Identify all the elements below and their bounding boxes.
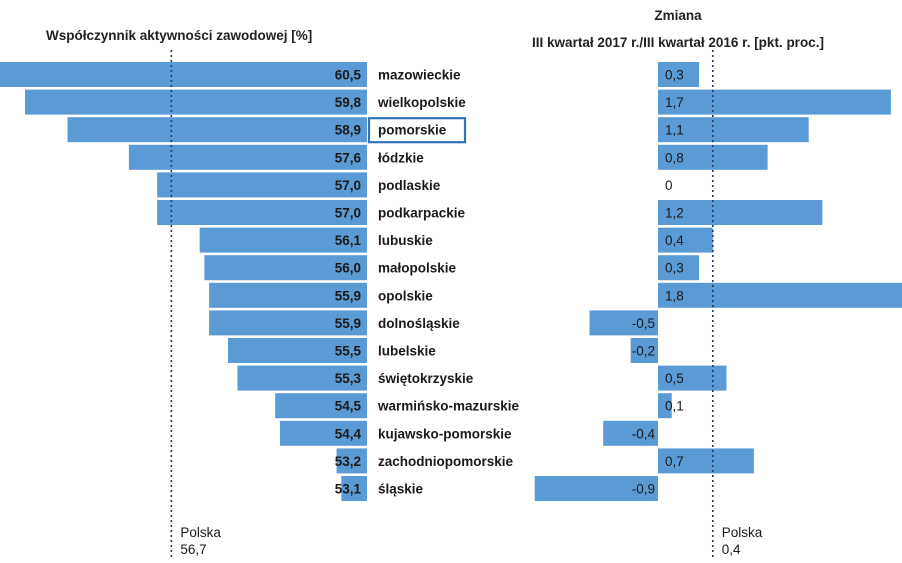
right-value-label-podkarpackie: 1,2 — [665, 206, 684, 221]
left-value-label-pomorskie: 58,9 — [335, 123, 361, 138]
right-bar-wielkopolskie — [658, 89, 891, 115]
right-value-label-mazowieckie: 0,3 — [665, 68, 684, 83]
right-value-label-malopolskie: 0,3 — [665, 261, 684, 276]
right-bar-zachodniopomorskie — [658, 448, 754, 474]
left-value-label-podlaskie: 57,0 — [335, 178, 361, 193]
right-bar-dolnoslaskie — [589, 310, 658, 336]
region-label-opolskie: opolskie — [378, 288, 433, 303]
right-value-label-kujawsko-pomorskie: -0,4 — [632, 426, 656, 441]
left-value-label-warminsko-mazurskie: 54,5 — [335, 399, 362, 414]
left-bar-swietokrzyskie — [237, 365, 367, 391]
left-bar-slaskie — [341, 476, 367, 501]
left-value-label-lubuskie: 56,1 — [335, 233, 362, 248]
right-bar-slaskie — [534, 476, 658, 501]
left-bar-zachodniopomorskie — [336, 448, 367, 474]
right-bar-lubelskie — [630, 338, 658, 363]
right-reference-label: Polska — [722, 525, 763, 540]
left-bar-podkarpackie — [157, 200, 367, 225]
left-value-label-wielkopolskie: 59,8 — [335, 95, 362, 110]
left-bar-pomorskie — [67, 117, 368, 143]
right-value-label-lubuskie: 0,4 — [665, 233, 684, 248]
left-value-label-opolskie: 55,9 — [335, 288, 361, 303]
left-value-label-podkarpackie: 57,0 — [335, 206, 361, 221]
right-chart-title-line-1: Zmiana — [654, 8, 702, 23]
left-bar-podlaskie — [157, 172, 367, 198]
right-bar-mazowieckie — [658, 62, 700, 87]
region-label-podlaskie: podlaskie — [378, 178, 441, 193]
right-value-label-slaskie: -0,9 — [632, 482, 655, 497]
left-value-label-lodzkie: 57,6 — [335, 150, 362, 165]
labels-group: 60,5 mazowieckie 0,3 59,8 wielkopolskie 1,7 58… — [335, 68, 685, 497]
right-value-label-warminsko-mazurskie: 0,1 — [665, 399, 684, 414]
left-value-label-malopolskie: 56,0 — [335, 261, 361, 276]
right-value-label-zachodniopomorskie: 0,7 — [665, 454, 684, 469]
left-bar-kujawsko-pomorskie — [279, 420, 367, 446]
right-bars-group — [534, 62, 902, 501]
right-bar-podkarpackie — [658, 200, 823, 225]
left-bar-lubelskie — [228, 338, 367, 363]
left-value-label-slaskie: 53,1 — [335, 482, 362, 497]
region-label-dolnoslaskie: dolnośląskie — [378, 316, 460, 331]
left-bar-lubuskie — [199, 227, 367, 253]
region-label-podkarpackie: podkarpackie — [378, 206, 466, 221]
right-bar-warminsko-mazurskie — [658, 393, 672, 419]
region-label-swietokrzyskie: świętokrzyskie — [378, 371, 474, 386]
left-chart-title: Współczynnik aktywności zawodowej [%] — [46, 28, 312, 43]
left-value-label-lubelskie: 55,5 — [335, 344, 362, 359]
left-bar-mazowieckie — [0, 62, 367, 87]
right-value-label-pomorskie: 1,1 — [665, 123, 684, 138]
left-value-label-swietokrzyskie: 55,3 — [335, 371, 362, 386]
right-value-label-podlaskie: 0 — [665, 178, 673, 193]
region-label-kujawsko-pomorskie: kujawsko-pomorskie — [378, 426, 512, 441]
reference-lines-group: Polska 56,7 Polska 0,4 — [170, 50, 763, 558]
left-value-label-zachodniopomorskie: 53,2 — [335, 454, 361, 469]
left-bar-opolskie — [209, 282, 367, 308]
region-label-malopolskie: małopolskie — [378, 261, 457, 276]
left-bar-dolnoslaskie — [209, 310, 367, 336]
right-value-label-swietokrzyskie: 0,5 — [665, 371, 684, 386]
right-reference-value: 0,4 — [722, 542, 741, 557]
region-label-slaskie: śląskie — [378, 482, 424, 497]
region-label-mazowieckie: mazowieckie — [378, 68, 461, 83]
region-label-lubuskie: lubuskie — [378, 233, 433, 248]
right-value-label-lubelskie: -0,2 — [632, 344, 655, 359]
right-bar-swietokrzyskie — [658, 365, 727, 391]
region-label-warminsko-mazurskie: warmińsko-mazurskie — [377, 399, 520, 414]
right-bar-malopolskie — [658, 255, 700, 281]
left-bars-group — [0, 62, 368, 501]
right-bar-lubuskie — [658, 227, 713, 253]
left-value-label-mazowieckie: 60,5 — [335, 68, 362, 83]
right-value-label-dolnoslaskie: -0,5 — [632, 316, 655, 331]
left-bar-lodzkie — [128, 144, 367, 170]
right-value-label-lodzkie: 0,8 — [665, 150, 684, 165]
left-reference-label: Polska — [180, 525, 221, 540]
right-chart-title-line-2: III kwartał 2017 r./III kwartał 2016 r. … — [532, 35, 824, 50]
left-value-label-dolnoslaskie: 55,9 — [335, 316, 361, 331]
region-label-zachodniopomorskie: zachodniopomorskie — [378, 454, 514, 469]
left-bar-malopolskie — [204, 255, 367, 281]
left-reference-value: 56,7 — [180, 542, 206, 557]
region-label-lodzkie: łódzkie — [378, 150, 424, 165]
right-bar-opolskie — [658, 282, 902, 308]
left-bar-warminsko-mazurskie — [275, 393, 367, 419]
region-label-wielkopolskie: wielkopolskie — [377, 95, 466, 110]
right-bar-kujawsko-pomorskie — [603, 420, 658, 446]
right-bar-pomorskie — [658, 117, 809, 143]
region-label-lubelskie: lubelskie — [378, 344, 436, 359]
right-value-label-wielkopolskie: 1,7 — [665, 95, 684, 110]
region-label-pomorskie: pomorskie — [378, 123, 447, 138]
left-value-label-kujawsko-pomorskie: 54,4 — [335, 426, 362, 441]
highlight-box-pomorskie — [367, 117, 467, 144]
left-bar-wielkopolskie — [25, 89, 367, 115]
right-value-label-opolskie: 1,8 — [665, 288, 684, 303]
